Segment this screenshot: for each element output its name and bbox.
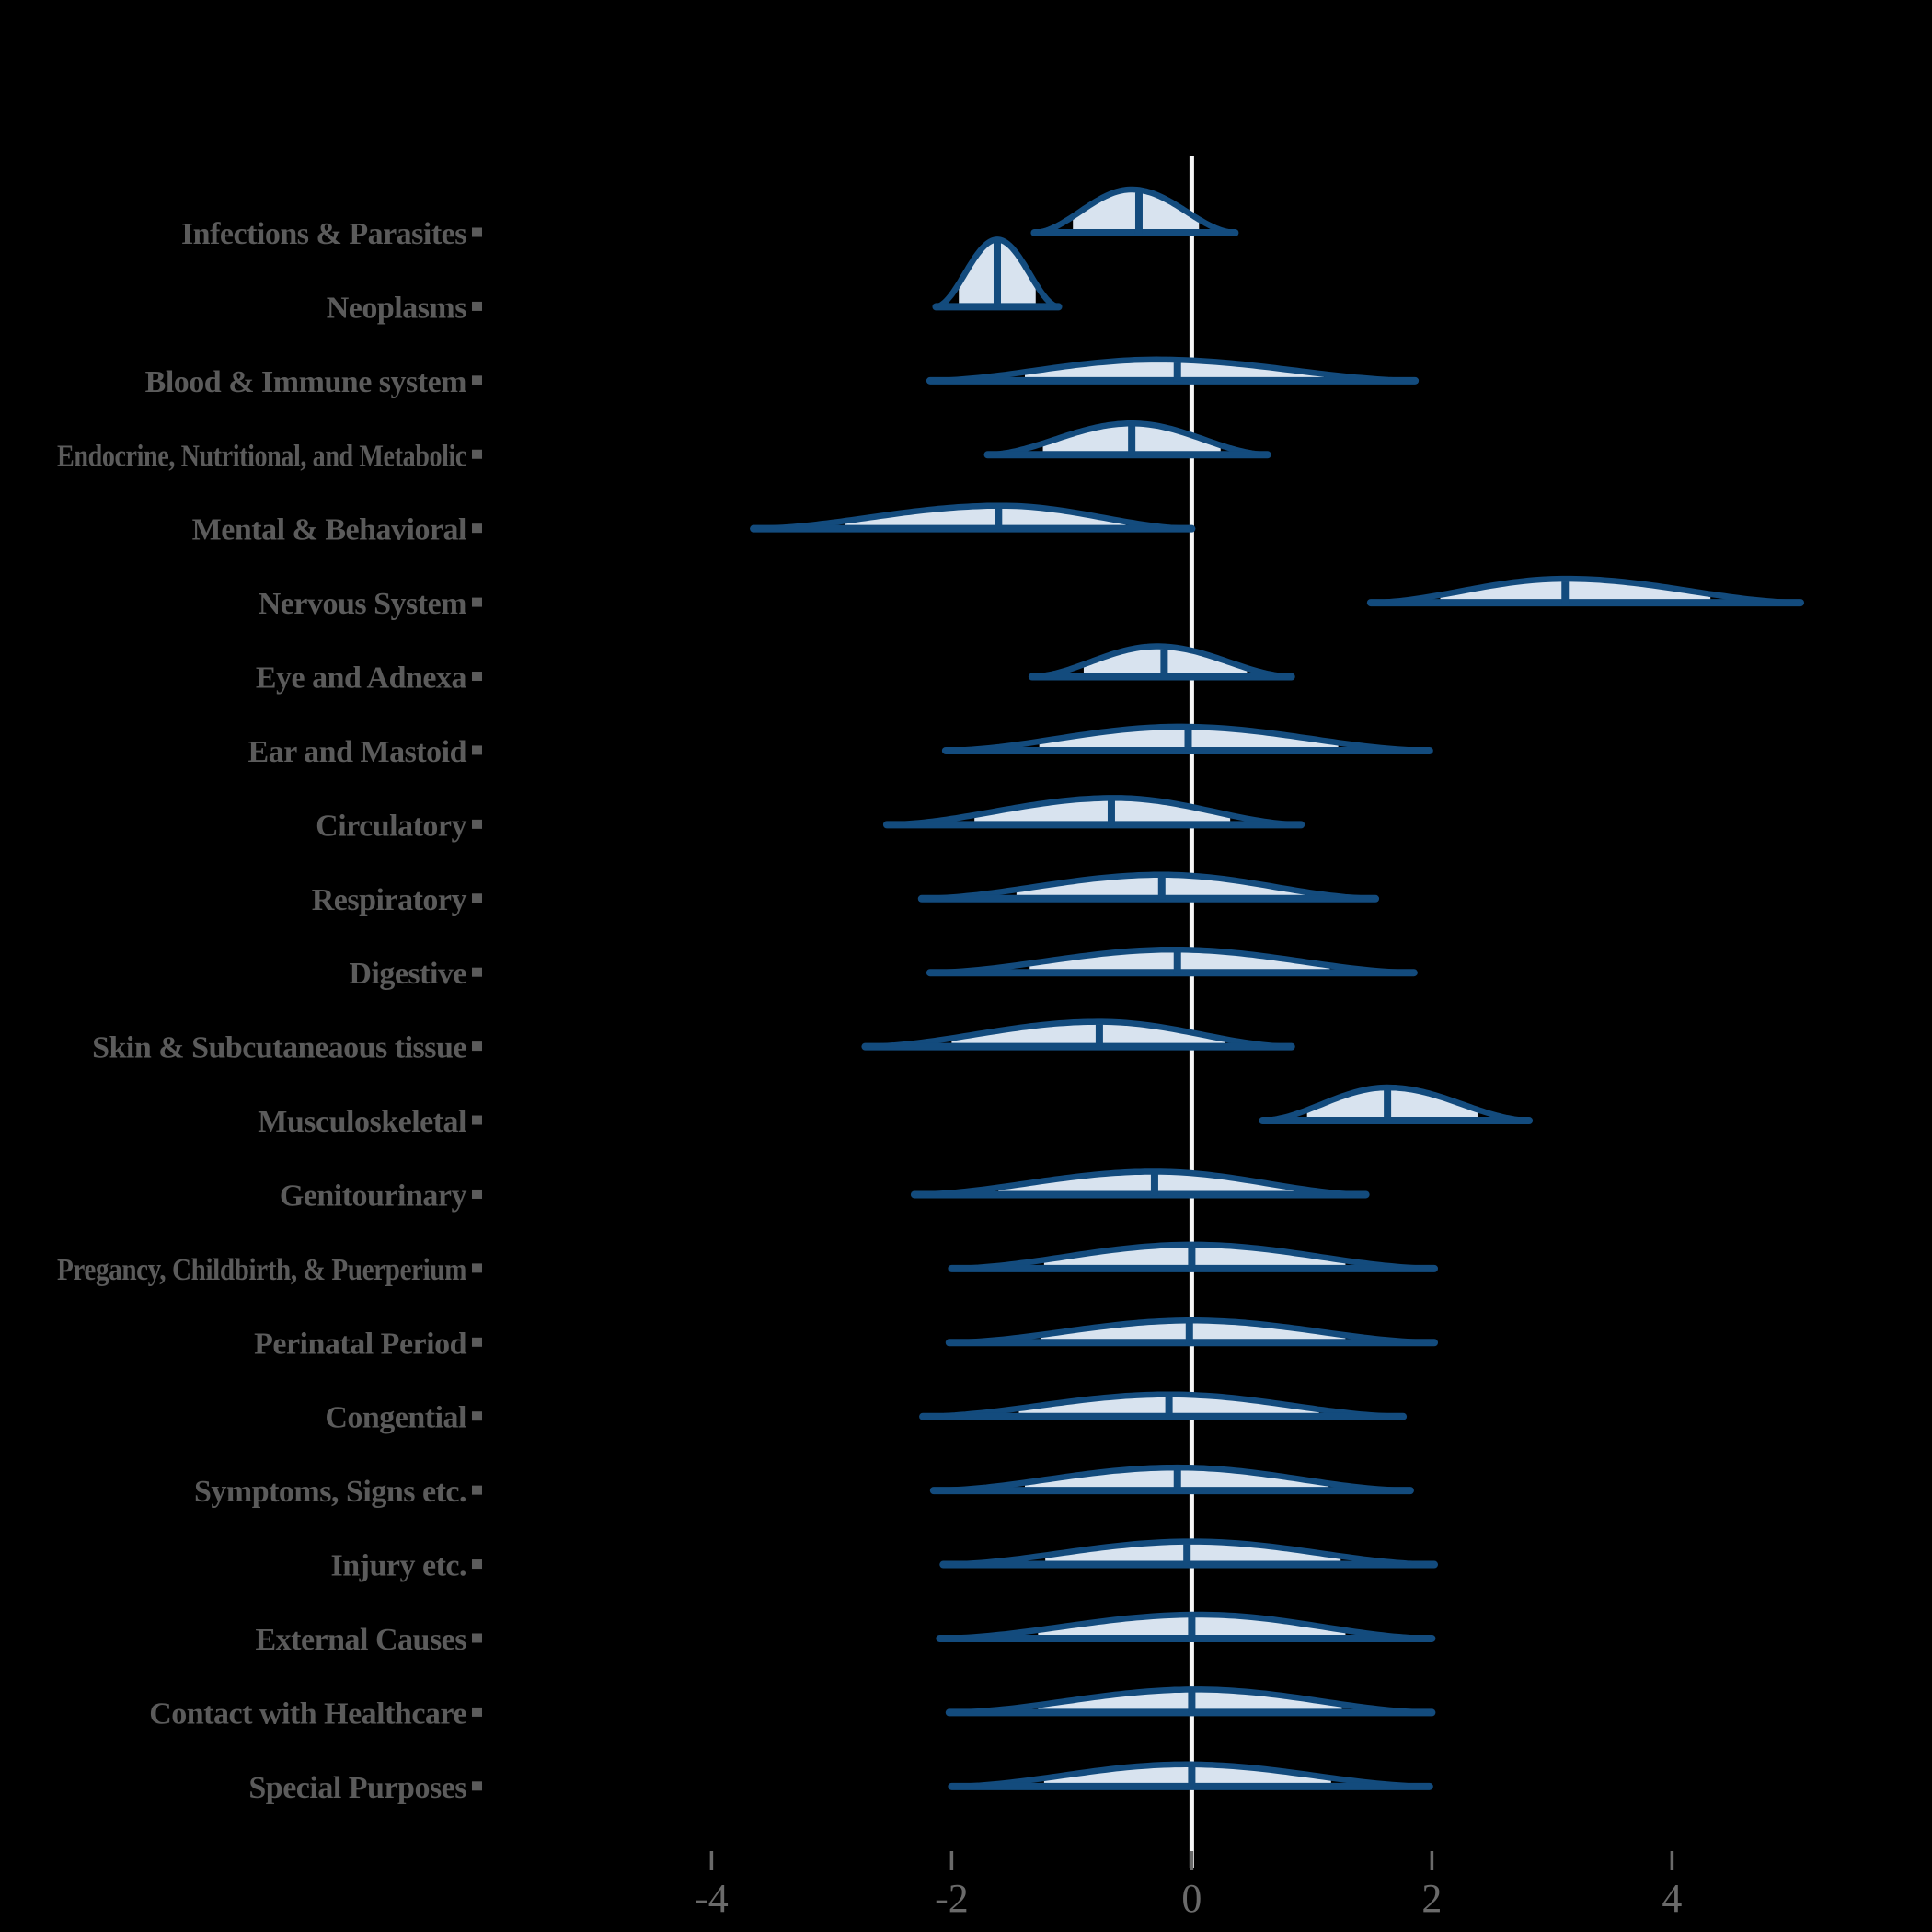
category-tick-square xyxy=(472,1781,482,1791)
violin-outline xyxy=(926,356,1419,385)
violin-outline xyxy=(984,420,1271,458)
x-tick-label: 4 xyxy=(1662,1876,1682,1921)
violin-outline xyxy=(946,1686,1435,1716)
violin-outline xyxy=(930,1464,1414,1494)
category-tick-square xyxy=(472,1411,482,1421)
category-label: Musculoskeletal xyxy=(258,1105,466,1139)
violin-row: Genitourinary xyxy=(280,1168,1370,1213)
category-tick-square xyxy=(472,745,482,755)
category-label: Blood & Immune system xyxy=(145,365,467,399)
violin-row: Infections & Parasites xyxy=(181,186,1239,251)
violin-outline xyxy=(933,236,1062,310)
violin-row: Digestive xyxy=(349,946,1418,991)
violin-row: Symptoms, Signs etc. xyxy=(194,1464,1414,1509)
violin-row: Respiratory xyxy=(312,871,1380,917)
category-label: Neoplasms xyxy=(327,291,467,325)
category-tick-square xyxy=(472,597,482,607)
violin-row: Congential xyxy=(325,1391,1408,1435)
x-tick-label: 2 xyxy=(1421,1876,1442,1921)
violin-outline xyxy=(750,502,1195,532)
violin-row: Endocrine, Nutritional, and Metabolic xyxy=(57,420,1271,473)
category-tick-square xyxy=(472,967,482,977)
category-label: External Causes xyxy=(255,1623,466,1657)
violin-row: Neoplasms xyxy=(327,236,1063,325)
x-tick-label: -2 xyxy=(935,1876,969,1921)
violin-row: Mental & Behavioral xyxy=(192,502,1196,547)
category-tick-square xyxy=(472,449,482,459)
violin-outline xyxy=(1259,1084,1533,1124)
category-label: Ear and Mastoid xyxy=(248,735,467,769)
category-tick-square xyxy=(472,819,482,829)
violin-row: Perinatal Period xyxy=(254,1317,1439,1361)
category-label: Endocrine, Nutritional, and Metabolic xyxy=(57,439,466,473)
category-label: Injury etc. xyxy=(331,1549,466,1583)
violin-outline xyxy=(1031,186,1238,236)
x-tick-label: -4 xyxy=(695,1876,729,1921)
category-label: Digestive xyxy=(349,957,466,991)
violin-row: Nervous System xyxy=(259,575,1805,621)
violin-row: Pregancy, Childbirth, & Puerperium xyxy=(57,1241,1439,1287)
x-axis: -4 -2 0 2 4 xyxy=(695,1851,1682,1921)
category-label: Respiratory xyxy=(312,883,467,917)
violin-outline xyxy=(949,1241,1438,1272)
category-label: Genitourinary xyxy=(280,1179,467,1213)
violin-outline xyxy=(940,1538,1438,1568)
category-tick-square xyxy=(472,1707,482,1717)
category-label: Infections & Parasites xyxy=(181,217,466,251)
category-tick-square xyxy=(472,1485,482,1495)
violin-outline xyxy=(911,1168,1369,1198)
category-tick-square xyxy=(472,1633,482,1643)
violin-outline xyxy=(949,1761,1433,1790)
violin-row: Injury etc. xyxy=(331,1538,1439,1583)
category-tick-square xyxy=(472,1115,482,1125)
violin-outline xyxy=(937,1611,1435,1642)
category-label: Skin & Subcutaneaous tissue xyxy=(92,1031,466,1065)
violin-row: Contact with Healthcare xyxy=(149,1686,1436,1731)
category-tick-square xyxy=(472,893,482,903)
category-label: Symptoms, Signs etc. xyxy=(194,1475,466,1509)
category-label: Mental & Behavioral xyxy=(192,513,466,547)
category-label: Contact with Healthcare xyxy=(149,1696,466,1731)
category-tick-square xyxy=(472,1189,482,1199)
violin-row: Circulatory xyxy=(316,795,1305,843)
category-tick-square xyxy=(472,1337,482,1347)
category-tick-square xyxy=(472,375,482,385)
violin-outline xyxy=(918,871,1379,903)
x-tick-label: 0 xyxy=(1181,1876,1202,1921)
violin-outline xyxy=(926,946,1418,976)
violin-outline xyxy=(862,1018,1294,1050)
category-label: Nervous System xyxy=(259,587,466,621)
violin-outline xyxy=(1029,643,1294,680)
category-label: Pregancy, Childbirth, & Puerperium xyxy=(57,1253,466,1287)
violin-outline xyxy=(883,795,1305,828)
category-tick-square xyxy=(472,301,482,311)
category-tick-square xyxy=(472,1263,482,1273)
category-tick-square xyxy=(472,523,482,534)
violin-row: Skin & Subcutaneaous tissue xyxy=(92,1018,1295,1065)
category-label: Special Purposes xyxy=(248,1771,466,1805)
violin-outline xyxy=(919,1391,1407,1420)
category-label: Congential xyxy=(325,1401,466,1435)
violin-row: Eye and Adnexa xyxy=(256,643,1295,696)
category-tick-square xyxy=(472,1559,482,1570)
category-label: Eye and Adnexa xyxy=(256,661,467,696)
violin-row: External Causes xyxy=(255,1611,1436,1657)
violin-row: Special Purposes xyxy=(248,1761,1433,1805)
violin-row: Musculoskeletal xyxy=(258,1084,1534,1139)
category-tick-square xyxy=(472,672,482,682)
violin-row: Blood & Immune system xyxy=(145,356,1420,399)
violin-outline xyxy=(946,1317,1438,1346)
category-tick-square xyxy=(472,1041,482,1052)
violin-outline xyxy=(942,723,1433,754)
category-label: Perinatal Period xyxy=(254,1327,466,1361)
violin-outline xyxy=(1367,575,1804,606)
category-tick-square xyxy=(472,227,482,237)
violin-row: Ear and Mastoid xyxy=(248,723,1433,769)
category-label: Circulatory xyxy=(316,809,466,843)
